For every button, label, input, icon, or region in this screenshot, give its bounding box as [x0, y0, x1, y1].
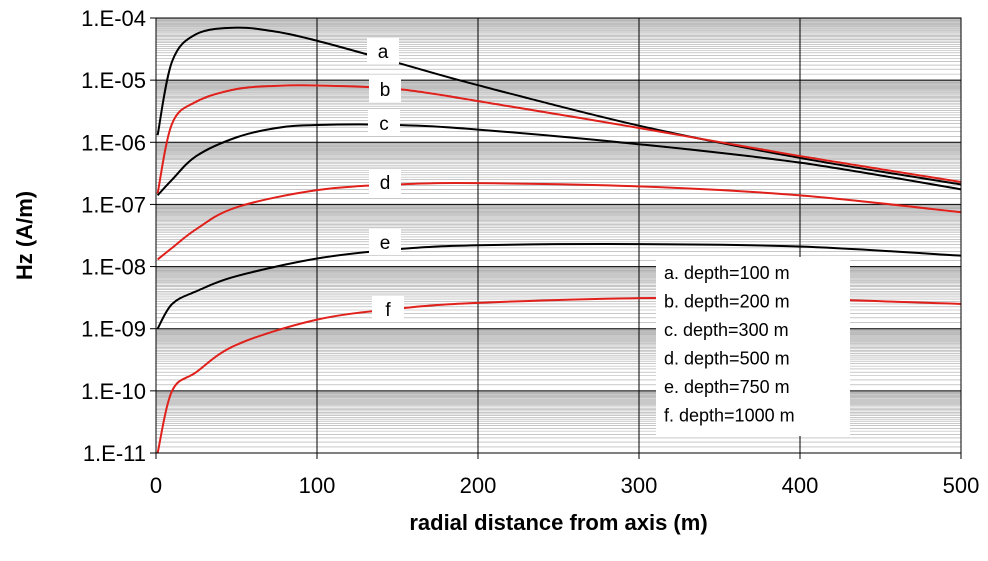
y-tick-label: 1.E-10: [81, 379, 146, 404]
legend-box: [656, 257, 850, 436]
curve-label-d: d: [380, 173, 391, 194]
curve-label-box: [369, 169, 401, 195]
y-tick-label: 1.E-09: [81, 317, 146, 342]
legend: a. depth=100 m b. depth=200 m c. depth=300…: [656, 257, 850, 436]
y-tick-label: 1.E-04: [81, 6, 146, 31]
x-axis-title: radial distance from axis (m): [409, 510, 707, 535]
y-tick-label: 1.E-05: [81, 68, 146, 93]
y-axis-title: Hz (A/m): [12, 191, 37, 280]
curve-label-a: a: [378, 42, 389, 63]
legend-entry: b. depth=200 m: [664, 292, 790, 312]
curve-label-box: [369, 76, 401, 102]
curve-label-b: b: [380, 80, 391, 101]
legend-entry: e. depth=750 m: [664, 377, 790, 397]
plot-area-border: [155, 17, 962, 454]
curve-label-box: [369, 229, 401, 255]
curve-labels: abc d e f: [367, 38, 404, 322]
y-tick-label: 1.E-08: [81, 255, 146, 280]
legend-entry: a. depth=100 m: [664, 263, 790, 283]
x-tick-label: 100: [299, 473, 336, 498]
curve-label-box: [368, 110, 400, 136]
x-tick-label: 200: [460, 473, 497, 498]
y-tick-label: 1.E-07: [81, 192, 146, 217]
curve-label-box: [367, 38, 399, 64]
x-tick-label: 0: [150, 473, 162, 498]
axis-ticks: 1.E-11 1.E-10 1.E-09 1.E-08 1.E-07 1.E-06 1.E-…: [81, 6, 979, 498]
y-tick-label: 1.E-11: [83, 441, 146, 466]
legend-entry: c. depth=300 m: [664, 320, 789, 340]
curve-label-e: e: [380, 233, 391, 254]
x-tick-label: 500: [943, 473, 980, 498]
curve-label-c: c: [379, 114, 389, 135]
legend-entry: d. depth=500 m: [664, 349, 790, 369]
legend-entry: f. depth=1000 m: [664, 406, 795, 426]
y-tick-label: 1.E-06: [81, 130, 146, 155]
curve-label-box: [372, 296, 404, 322]
x-tick-label: 400: [782, 473, 819, 498]
series-line-d: [156, 182, 962, 261]
x-tick-label: 300: [621, 473, 658, 498]
curve-label-f: f: [385, 300, 391, 321]
